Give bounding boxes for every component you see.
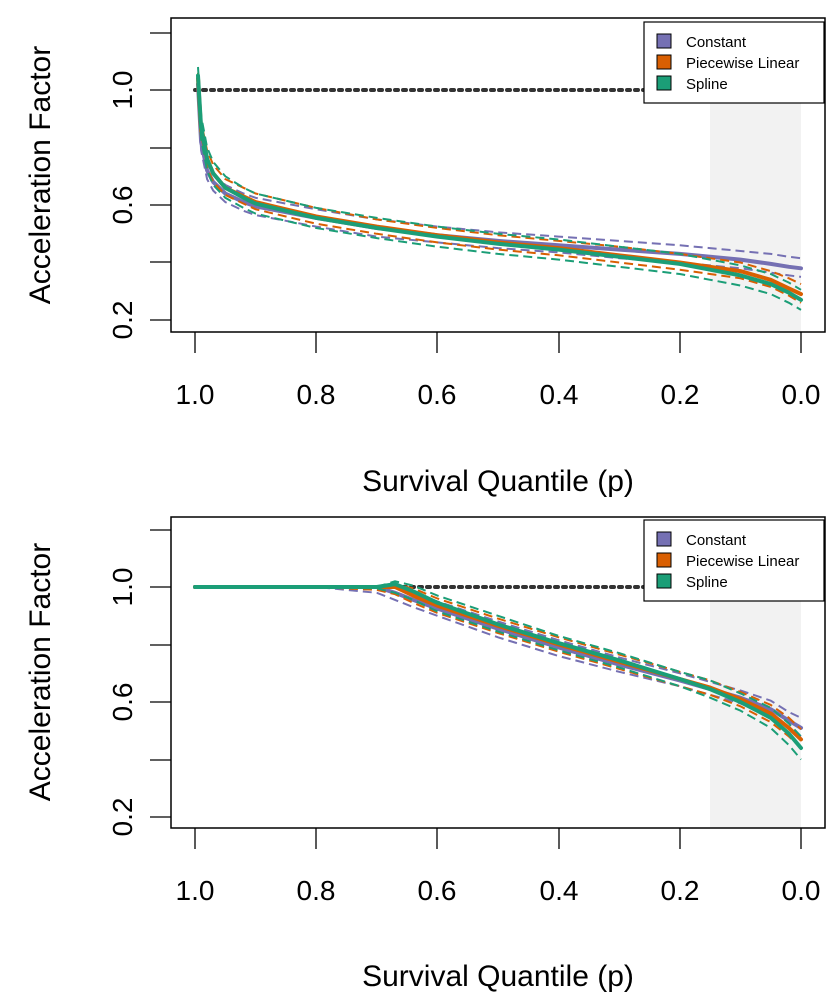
x-axis-title: Survival Quantile (p) [362,960,634,993]
legend-box [643,21,825,104]
legend-swatch-constant [656,531,672,547]
series-piecewise-ci-lower [197,89,802,304]
y-tick-label: 0.6 [107,683,138,722]
x-tick-label: 0.2 [661,875,700,906]
bottom-panel: 1.0 0.6 0.2 1.0 0.8 0.6 0.4 0.2 0.0 Surv… [24,516,826,993]
legend-label-constant: Constant [686,532,747,549]
legend-swatch-piecewise [656,552,672,568]
legend-swatch-spline [656,75,672,91]
series-spline-ci-lower [195,586,802,761]
y-tick-label: 0.2 [107,301,138,340]
top-panel: 1.0 0.6 0.2 1.0 0.8 0.6 0.4 0.2 0.0 Surv… [24,17,826,498]
y-axis-title: Acceleration Factor [24,543,57,801]
x-tick-label: 0.4 [540,379,579,410]
x-axis [194,332,802,353]
legend-swatch-spline [656,573,672,589]
x-tick-label: 0.6 [418,379,457,410]
legend-label-piecewise: Piecewise Linear [686,55,799,72]
legend-label-spline: Spline [686,574,728,591]
legend: Constant Piecewise Linear Spline [643,21,825,104]
x-tick-label: 0.2 [661,379,700,410]
series-piecewise-ci-upper [197,72,802,286]
x-axis [194,828,802,849]
x-tick-label: 1.0 [176,379,215,410]
series-piecewise-ci-lower [195,586,802,749]
legend-swatch-piecewise [656,54,672,70]
series-spline-ci-upper [197,66,802,291]
legend-box [643,519,825,602]
x-tick-label: 0.6 [418,875,457,906]
x-tick-label: 0.8 [297,875,336,906]
x-tick-label: 0.4 [540,875,579,906]
y-tick-label: 0.6 [107,186,138,225]
x-tick-label: 0.8 [297,379,336,410]
series-spline-line [193,582,803,750]
plot-frame [170,17,826,333]
y-tick-label: 1.0 [107,568,138,607]
series-spline-ci-lower [197,89,802,311]
legend-label-spline: Spline [686,76,728,93]
plot-frame [170,516,826,829]
legend: Constant Piecewise Linear Spline [643,519,825,602]
low-quantile-shade [710,597,801,828]
y-tick-label: 1.0 [107,71,138,110]
x-axis-title: Survival Quantile (p) [362,465,634,498]
low-quantile-shade [710,100,801,332]
x-tick-label: 0.0 [782,875,821,906]
y-axis-title: Acceleration Factor [24,46,57,304]
y-axis [150,529,171,818]
series-spline-line [196,73,803,302]
legend-label-constant: Constant [686,34,747,51]
series-constant-ci-lower [197,89,802,278]
legend-label-piecewise: Piecewise Linear [686,553,799,570]
y-tick-label: 0.2 [107,798,138,837]
series-constant-ci-lower [195,586,802,738]
y-axis [150,32,171,321]
x-tick-label: 1.0 [176,875,215,906]
legend-swatch-constant [656,33,672,49]
x-tick-label: 0.0 [782,379,821,410]
